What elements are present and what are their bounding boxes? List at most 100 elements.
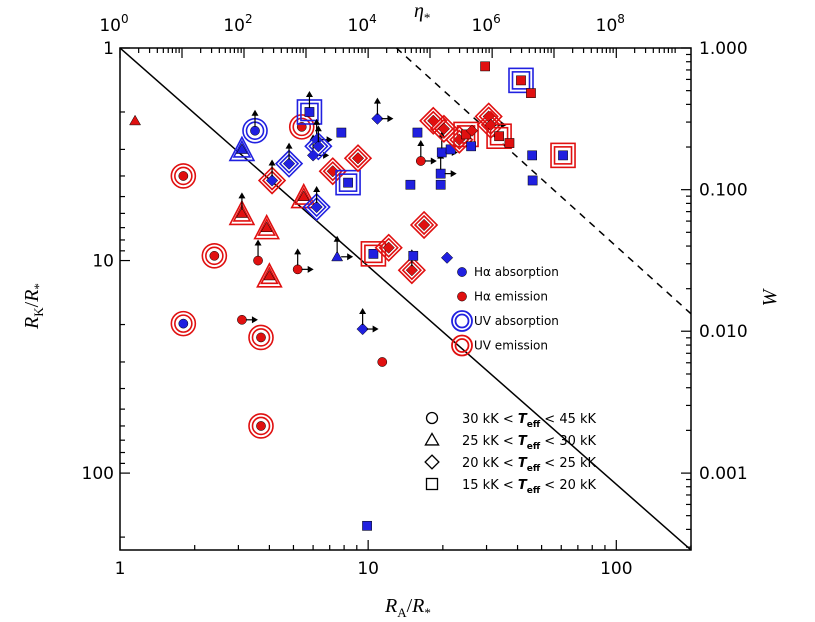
- point-marker: [435, 179, 446, 190]
- data-point: [336, 127, 347, 138]
- point-marker: [437, 122, 451, 135]
- x-axis-label: RA/R*: [384, 595, 431, 620]
- x-tick-label: 1: [115, 559, 126, 579]
- data-point: [466, 141, 476, 152]
- data-point: [256, 262, 283, 288]
- data-point: [228, 135, 256, 162]
- legend-diamond-icon: [424, 454, 440, 470]
- point-marker: [440, 251, 454, 264]
- limit-arrow-right-icon: [444, 170, 457, 178]
- data-point: [397, 249, 426, 285]
- uv-absorption-ring: [508, 67, 534, 94]
- uv-emission-ring: [486, 123, 512, 150]
- point-marker: [256, 332, 266, 343]
- y-axis-label: RK/R*: [21, 283, 46, 330]
- legend-square-icon: [425, 477, 439, 491]
- data-point: [129, 114, 142, 126]
- data-point: [237, 314, 258, 325]
- top-tick-label: 100: [99, 12, 128, 36]
- limit-arrow-up-icon: [305, 90, 313, 108]
- legend-shape-label: 30 kK < Teff < 45 kK: [462, 412, 597, 430]
- uv-emission-ring: [253, 213, 280, 240]
- point-marker: [209, 250, 220, 261]
- right-axis-label: W: [759, 287, 781, 306]
- point-marker: [382, 241, 395, 254]
- uv-emission-ring: [550, 142, 576, 169]
- y-tick-label: 1: [103, 39, 114, 59]
- point-marker: [415, 156, 426, 166]
- uv-emission-ring: [429, 114, 459, 143]
- data-point: [248, 324, 274, 351]
- data-point: [409, 210, 439, 240]
- right-tick-label: 1.000: [699, 39, 748, 59]
- point-marker: [282, 157, 296, 170]
- legend-dot-icon: [457, 291, 467, 302]
- limit-arrow-up-icon: [438, 131, 446, 149]
- point-marker: [526, 88, 536, 98]
- limit-arrow-right-icon: [301, 265, 314, 273]
- point-marker: [331, 250, 344, 262]
- data-point: [242, 109, 268, 144]
- point-marker: [237, 314, 247, 325]
- solid-reference-line: [120, 48, 691, 550]
- legend-item: Hα absorption: [457, 265, 559, 279]
- y-tick-label: 100: [82, 464, 114, 484]
- x-tick-label: 100: [600, 559, 632, 579]
- legend-shape-item: 20 kK < Teff < 25 kK: [424, 454, 597, 474]
- data-point: [304, 125, 333, 161]
- point-marker: [408, 250, 419, 261]
- top-tick-label: 106: [472, 12, 501, 36]
- uv-emission-ring: [248, 324, 274, 351]
- point-marker: [504, 138, 515, 148]
- point-marker: [527, 175, 538, 186]
- data-point: [292, 248, 314, 275]
- legend-shape-item: 30 kK < Teff < 45 kK: [425, 411, 597, 430]
- data-point: [302, 186, 331, 222]
- uv-emission-ring: [409, 210, 439, 240]
- point-marker: [480, 61, 490, 72]
- point-marker: [336, 127, 347, 138]
- data-point: [504, 138, 515, 148]
- uv-absorption-ring: [302, 192, 331, 222]
- point-marker: [351, 152, 365, 165]
- limit-arrow-up-icon: [373, 97, 381, 115]
- uv-absorption-ring: [274, 149, 304, 178]
- data-point: [228, 192, 256, 226]
- point-marker: [343, 177, 353, 188]
- legend-ring-icon: [451, 334, 473, 357]
- limit-arrow-up-icon: [417, 139, 425, 157]
- limit-arrow-right-icon: [424, 157, 437, 165]
- uv-emission-ring: [201, 243, 228, 269]
- point-marker: [263, 269, 276, 281]
- point-marker: [265, 174, 279, 187]
- legend-shape-label: 25 kK < Teff < 30 kK: [462, 434, 597, 452]
- point-marker: [297, 190, 310, 201]
- legend-item: UV absorption: [451, 310, 559, 332]
- point-marker: [527, 150, 537, 161]
- point-marker: [412, 127, 423, 138]
- data-point: [480, 61, 490, 72]
- data-point: [415, 139, 437, 166]
- data-point: [453, 121, 479, 148]
- data-point: [465, 124, 479, 137]
- uv-emission-ring: [397, 256, 426, 285]
- point-marker: [371, 112, 384, 125]
- point-marker: [558, 150, 568, 161]
- point-marker: [405, 179, 416, 190]
- data-point: [170, 310, 197, 337]
- data-point: [201, 243, 228, 269]
- legend-label: Hα emission: [474, 290, 548, 304]
- data-point: [429, 114, 459, 143]
- uv-emission-ring: [343, 144, 373, 173]
- data-point: [435, 179, 446, 190]
- legend-shape-label: 15 kK < Teff < 20 kK: [462, 478, 597, 496]
- legend-dot-icon: [457, 267, 467, 277]
- data-point: [296, 90, 323, 125]
- uv-absorption-ring: [228, 135, 256, 162]
- data-point: [257, 159, 287, 195]
- point-marker: [310, 200, 323, 214]
- point-marker: [405, 264, 418, 277]
- data-point: [377, 357, 388, 367]
- uv-emission-ring: [248, 413, 274, 439]
- data-point: [331, 235, 354, 262]
